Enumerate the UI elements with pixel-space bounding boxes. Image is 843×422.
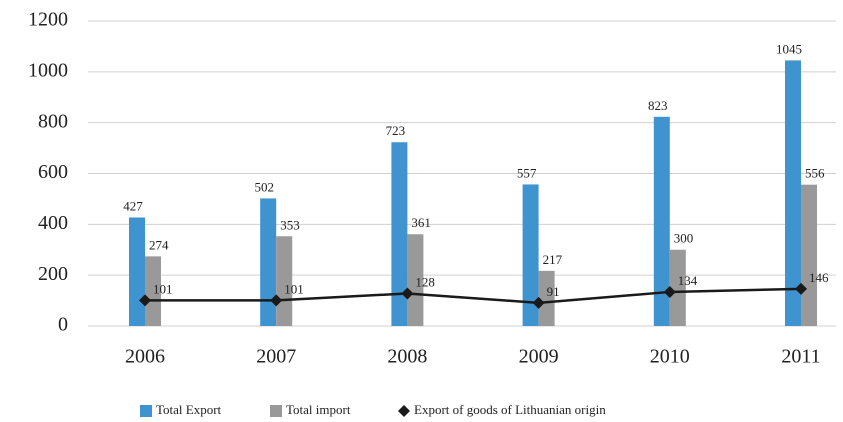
data-label: 274	[149, 237, 169, 252]
data-label: 101	[284, 281, 304, 296]
data-label: 128	[415, 274, 435, 289]
data-label: 300	[674, 231, 694, 246]
x-tick-label: 2011	[781, 346, 820, 368]
data-label: 556	[805, 166, 825, 181]
legend-swatch	[140, 405, 152, 417]
marker	[270, 294, 283, 307]
marker	[139, 294, 151, 307]
marker	[795, 282, 807, 295]
y-tick-label: 1200	[28, 9, 68, 31]
y-tick-label: 400	[38, 212, 68, 234]
data-label: 91	[547, 284, 560, 299]
legend-marker	[398, 405, 410, 417]
y-tick-label: 1000	[28, 59, 68, 81]
data-label: 823	[648, 98, 668, 113]
data-label: 217	[543, 252, 563, 267]
bar	[522, 184, 539, 326]
bar	[129, 217, 145, 326]
legend-swatch	[270, 405, 282, 417]
y-tick-label: 600	[38, 161, 68, 183]
y-tick-label: 0	[58, 314, 68, 336]
data-label: 353	[280, 217, 300, 232]
data-label: 134	[678, 273, 698, 288]
bar	[669, 249, 686, 326]
x-tick-label: 2009	[519, 346, 559, 368]
data-label: 1045	[776, 41, 802, 56]
bar	[391, 142, 408, 326]
legend-label: Total import	[286, 402, 351, 417]
data-label: 427	[123, 198, 143, 213]
data-label: 557	[517, 165, 537, 180]
data-label: 101	[153, 281, 173, 296]
legend-label: Total Export	[156, 402, 222, 417]
x-tick-label: 2007	[256, 346, 296, 368]
bar	[801, 184, 817, 326]
bar	[407, 234, 424, 326]
line	[145, 287, 802, 305]
bar	[260, 198, 277, 326]
bar	[785, 60, 801, 326]
y-tick-label: 200	[38, 263, 68, 285]
y-tick-label: 800	[38, 110, 68, 132]
x-tick-label: 2006	[125, 346, 165, 368]
bar	[276, 236, 293, 326]
marker	[663, 285, 676, 298]
data-label: 146	[809, 270, 829, 285]
bar	[538, 270, 555, 326]
bar	[145, 256, 161, 326]
legend-label: Export of goods of Lithuanian origin	[414, 402, 606, 417]
data-label: 502	[254, 179, 274, 194]
marker	[532, 296, 545, 309]
bar	[653, 116, 670, 326]
x-tick-label: 2010	[650, 346, 690, 368]
data-label: 361	[411, 215, 431, 230]
marker	[401, 287, 414, 300]
x-tick-label: 2008	[387, 346, 427, 368]
data-label: 723	[386, 123, 406, 138]
